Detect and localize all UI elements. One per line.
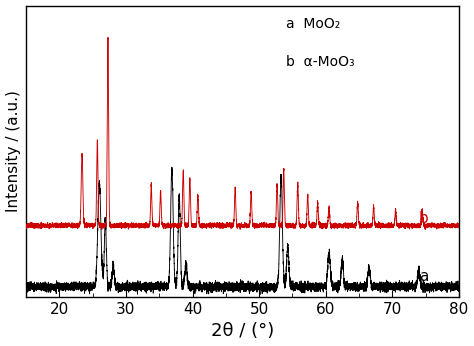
Text: a  MoO₂: a MoO₂ — [286, 17, 340, 31]
Y-axis label: Intensity / (a.u.): Intensity / (a.u.) — [6, 90, 20, 212]
Text: b: b — [419, 211, 428, 226]
X-axis label: 2θ / (°): 2θ / (°) — [211, 322, 274, 340]
Text: a: a — [419, 269, 428, 284]
Text: b  α-MoO₃: b α-MoO₃ — [286, 55, 355, 69]
